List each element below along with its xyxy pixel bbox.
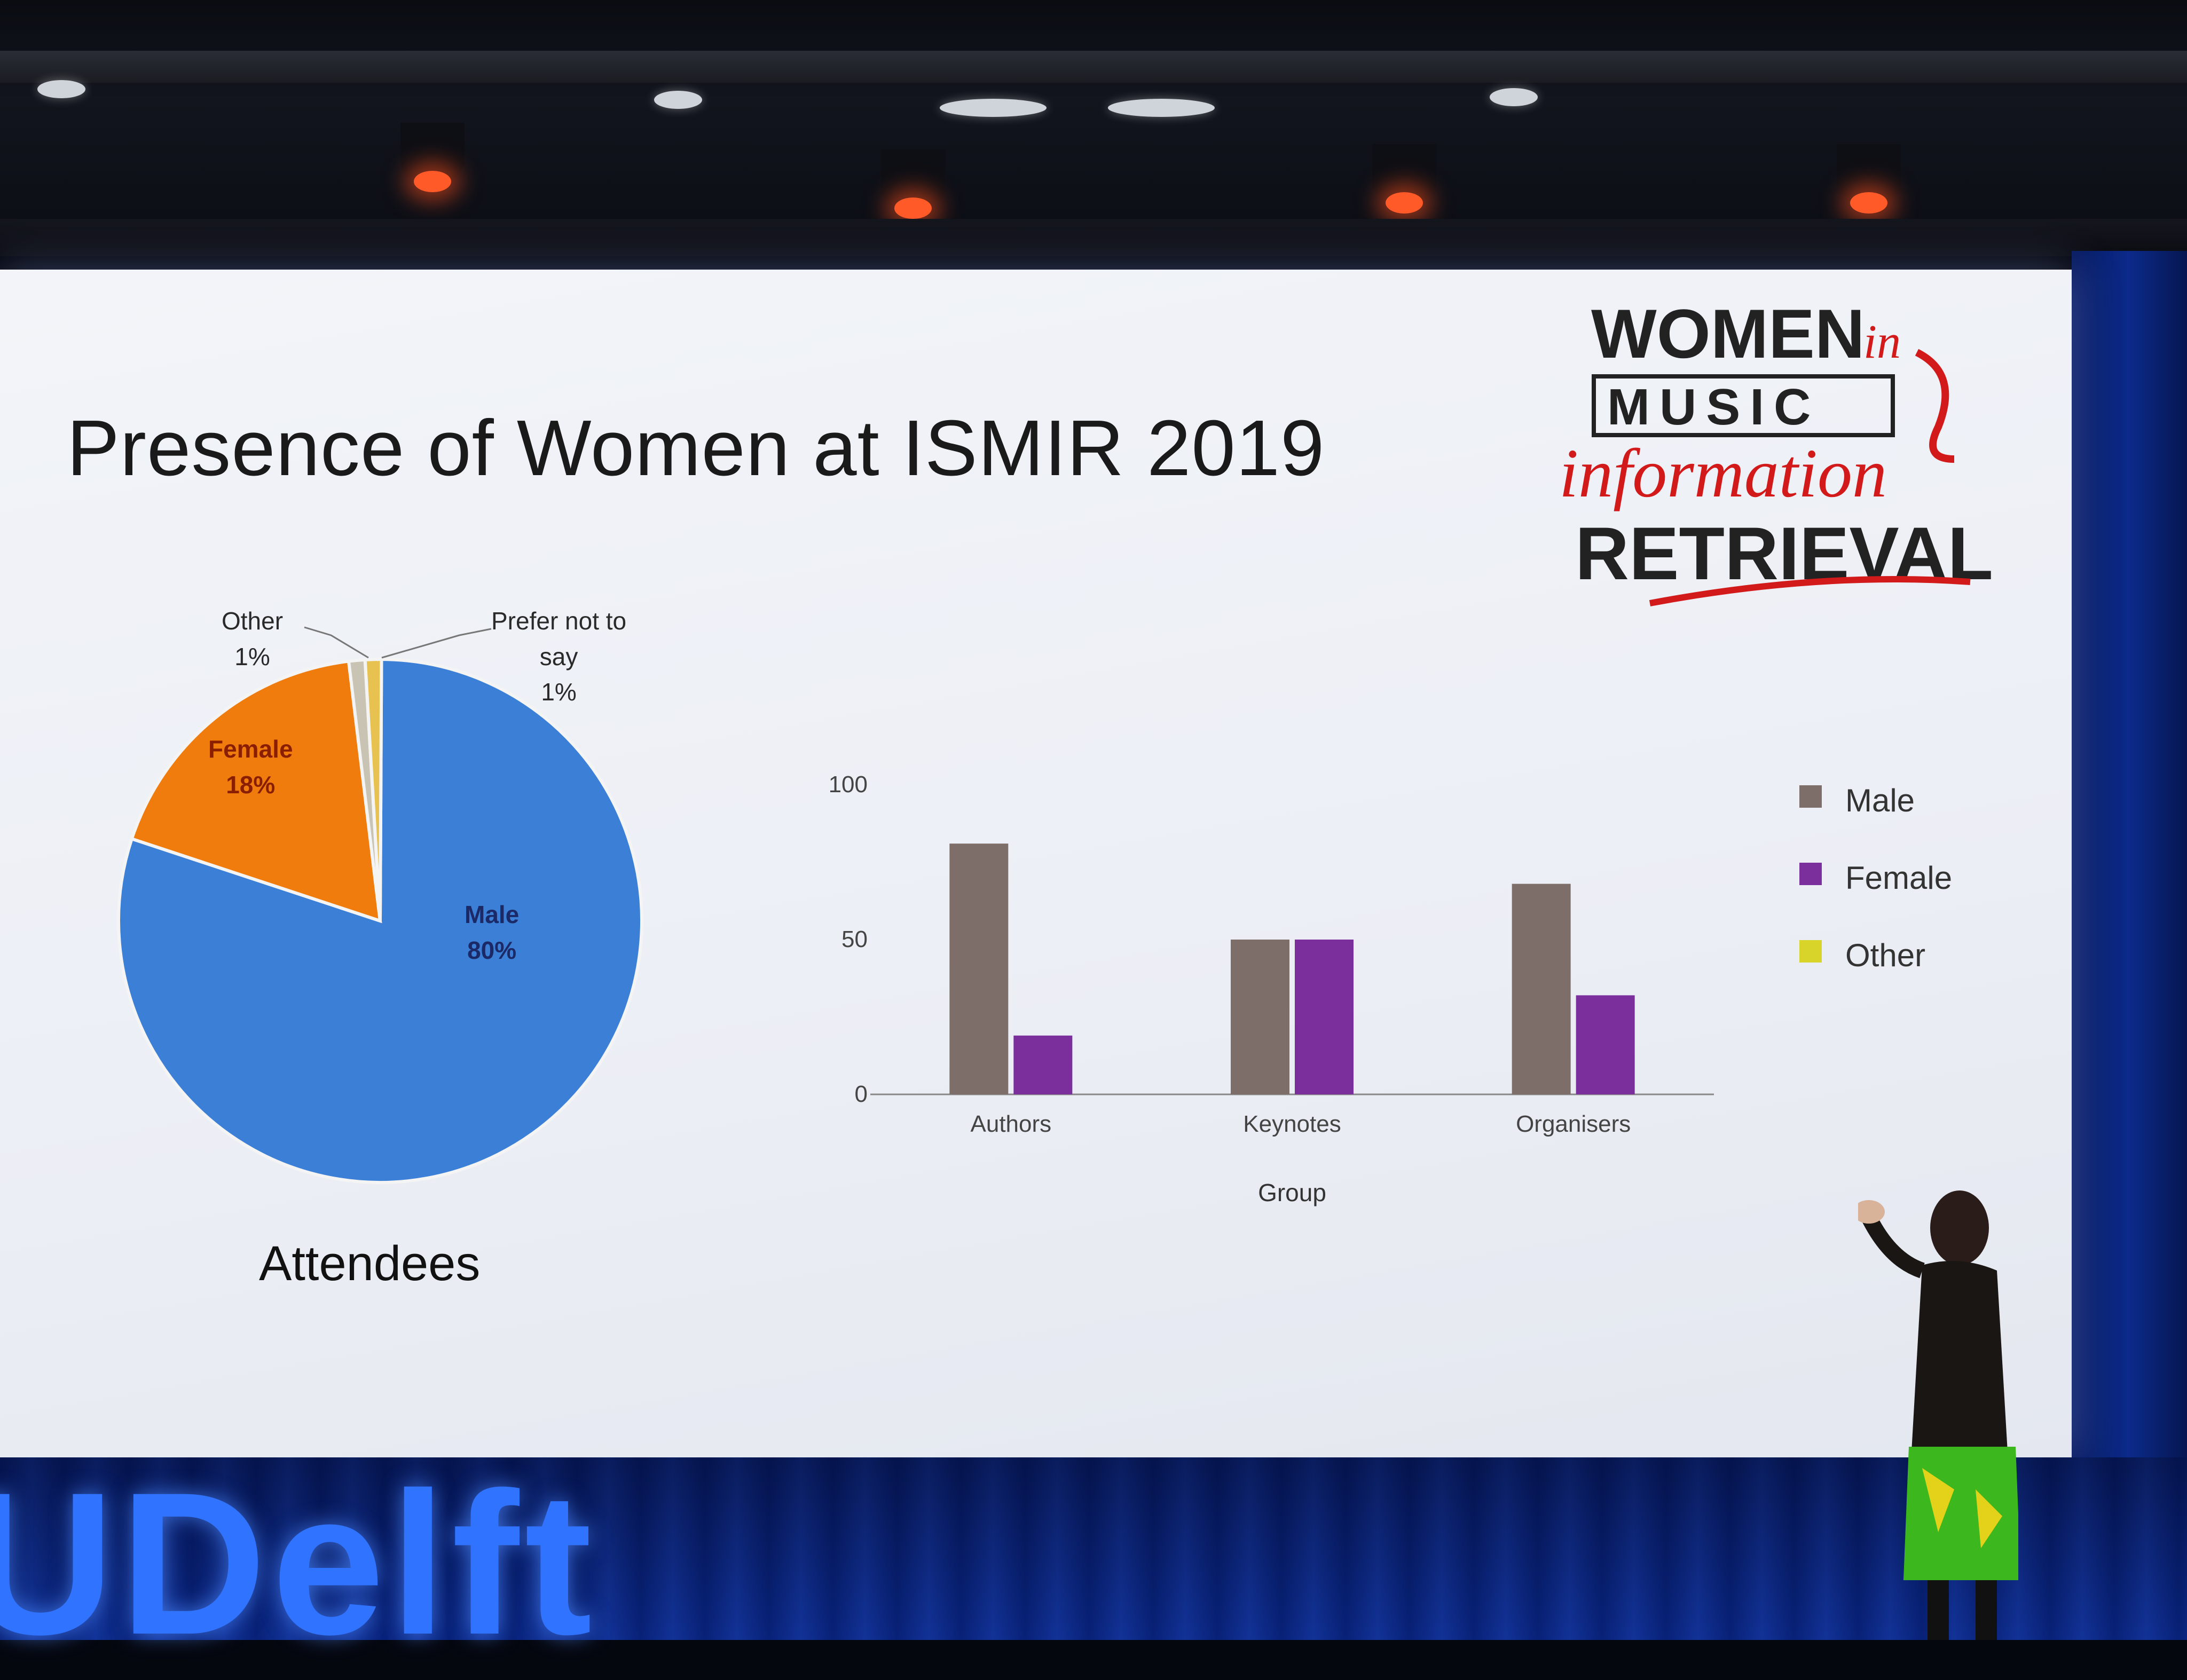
bar-x-tick-label: Authors (971, 1111, 1052, 1137)
legend-label: Female (1845, 860, 1953, 896)
bar-y-tick-label: 0 (855, 1081, 868, 1107)
presenter-raised-arm (1861, 1213, 1925, 1279)
bar-keynotes-female (1295, 940, 1354, 1094)
logo-word-women: WOMEN (1591, 295, 1865, 373)
pie-label-male: Male 80% (465, 897, 519, 968)
logo-underline-swash (1649, 576, 1971, 606)
logo-word-information: information (1559, 435, 1887, 512)
bar-y-tick-label: 50 (841, 926, 868, 952)
group-bar-chart: 0 50 100 Authors Keynotes Organisers Group (829, 771, 1714, 1206)
pie-label-female: Female 18% (208, 731, 293, 802)
bar-organisers-female (1576, 995, 1635, 1094)
stage-spotlight (1837, 144, 1901, 214)
pie-leader-line-other (304, 626, 369, 659)
bar-keynotes-male (1231, 940, 1289, 1094)
stage-spotlight (881, 149, 945, 219)
legend-label: Other (1845, 937, 1926, 973)
ceiling-light (1108, 99, 1215, 117)
stage-shadow (0, 1457, 2187, 1640)
pie-label-female-value: 18% (226, 770, 276, 799)
pie-label-female-name: Female (208, 735, 293, 763)
legend-swatch (1799, 940, 1822, 963)
presenter-skirt-pattern (1922, 1468, 2002, 1548)
screen-frame-top (0, 219, 2187, 256)
bar-x-axis-label: Group (1258, 1179, 1326, 1206)
ceiling-light (37, 80, 85, 98)
presenter-leg (1976, 1580, 1997, 1640)
attendees-pie-chart (117, 626, 643, 1184)
pie-label-other-name: Other (222, 607, 284, 635)
bar-x-tick-label: Organisers (1516, 1111, 1631, 1137)
pie-label-male-value: 80% (467, 936, 517, 964)
bar-authors-female (1013, 1035, 1073, 1094)
bar-x-tick-label: Keynotes (1243, 1111, 1341, 1137)
bar-organisers-male (1512, 884, 1571, 1094)
pie-caption: Attendees (259, 1236, 481, 1291)
pie-label-pnts-line2: say (539, 642, 578, 671)
bar-authors-male (949, 843, 1009, 1094)
lighting-truss (0, 51, 2187, 83)
ceiling-light (940, 99, 1047, 117)
ceiling-light (654, 91, 702, 109)
presenter-hand (1858, 1200, 1885, 1224)
pie-slice-female (129, 659, 382, 924)
pie-label-pnts-value: 1% (541, 678, 577, 706)
presenter-leg (1928, 1580, 1949, 1640)
pie-slice-prefer-not-to-say (363, 658, 383, 921)
slide-title: Presence of Women at ISMIR 2019 (67, 404, 1325, 492)
logo-music-box (1592, 374, 1895, 437)
pie-label-other: Other 1% (222, 603, 283, 674)
presenter-torso (1911, 1261, 2008, 1452)
presenter-head (1930, 1190, 1989, 1265)
stage-spotlight (400, 123, 465, 192)
stage-spotlight (1372, 144, 1436, 214)
pie-label-male-name: Male (465, 901, 520, 928)
treble-clef-icon (1915, 349, 1955, 463)
logo-word-music: MUSIC (1607, 378, 1820, 436)
pie-label-prefer-not-to-say: Prefer not to say 1% (491, 603, 626, 710)
ceiling-light (1490, 88, 1538, 106)
tudelft-sign: UDelft (0, 1450, 597, 1677)
presenter-skirt (1903, 1447, 2018, 1580)
women-in-mir-logo: WOMEN in MUSIC information RETRIEVAL (1559, 295, 1993, 606)
stage-curtain (2072, 251, 2187, 1640)
legend-swatch (1799, 785, 1822, 808)
ceiling (0, 0, 2187, 251)
pie-leader-line-pnts (381, 628, 492, 659)
logo-word-in: in (1863, 316, 1901, 368)
legend-label: Male (1845, 783, 1915, 818)
pie-label-pnts-line1: Prefer not to (491, 607, 627, 635)
presenter (1858, 1190, 2018, 1640)
legend-swatch (1799, 863, 1822, 885)
pie-label-other-value: 1% (234, 642, 270, 671)
bar-y-tick-label: 100 (829, 771, 868, 798)
